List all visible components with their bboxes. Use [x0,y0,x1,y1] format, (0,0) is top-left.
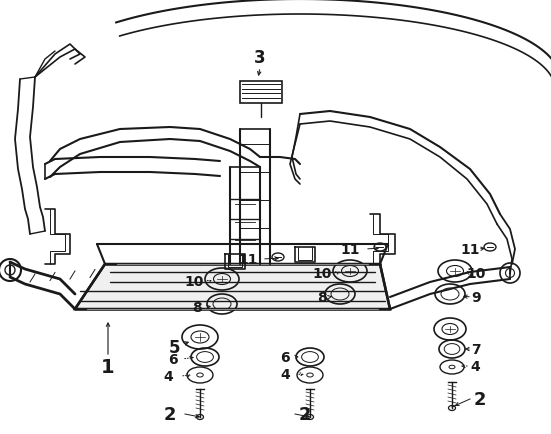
Text: 5: 5 [168,338,180,356]
Text: 10: 10 [466,266,485,280]
Text: 8: 8 [317,290,327,304]
Text: 11: 11 [460,243,480,256]
Polygon shape [75,264,390,309]
Text: 8: 8 [192,300,202,314]
Text: 4: 4 [163,369,173,383]
Text: 2: 2 [474,390,486,408]
Text: 7: 7 [471,342,481,356]
Bar [240,82,282,104]
Text: 4: 4 [470,359,480,373]
Text: 11: 11 [341,243,360,256]
Text: 2: 2 [164,405,176,423]
Text: 6: 6 [280,350,290,364]
Text: 9: 9 [471,290,481,304]
Text: 3: 3 [254,49,266,67]
Text: 11: 11 [238,253,258,266]
Text: 4: 4 [280,367,290,381]
Text: 1: 1 [101,358,115,377]
Text: 10: 10 [312,266,332,280]
Text: 2: 2 [299,405,311,423]
Text: 6: 6 [168,352,178,366]
Text: 10: 10 [185,274,204,288]
